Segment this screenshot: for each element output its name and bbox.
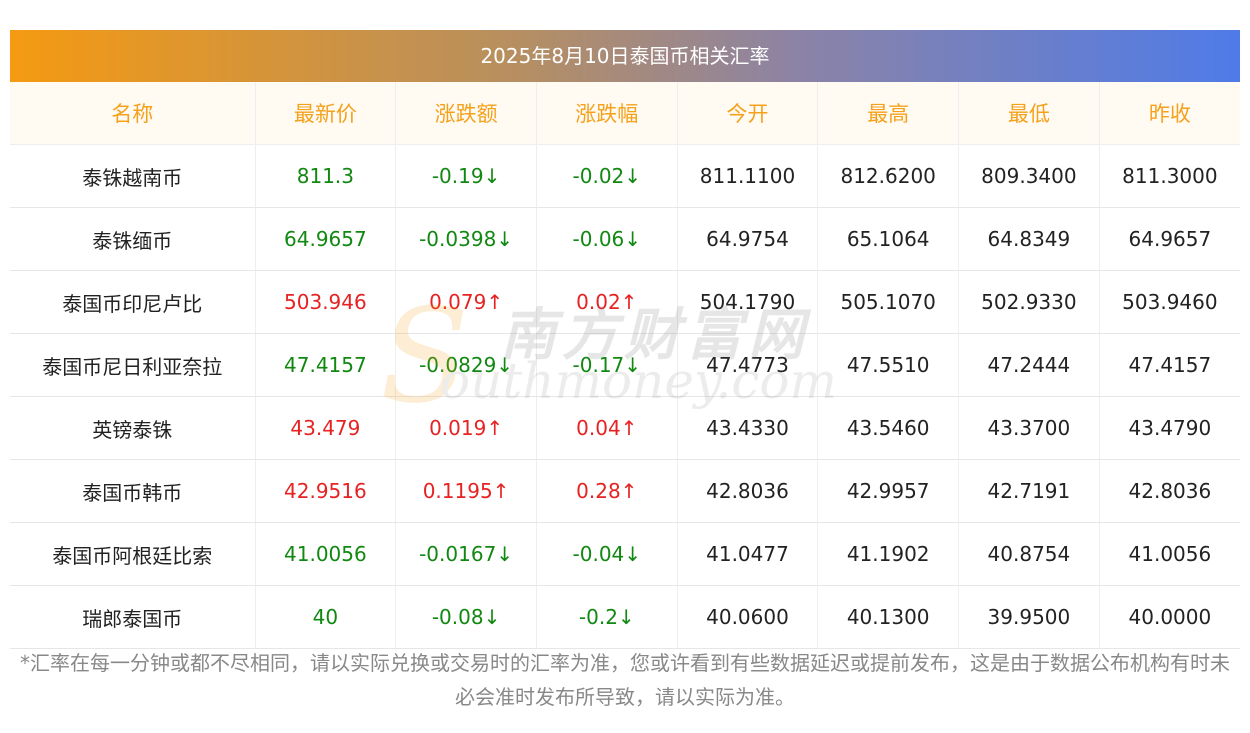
cell-name: 泰铢缅币 xyxy=(10,207,256,271)
cell-name: 泰国币韩币 xyxy=(10,459,256,523)
table-row: 泰国币印尼卢比 503.946 0.079↑ 0.02↑ 504.1790 505.107… xyxy=(10,270,1240,334)
cell-high: 812.6200 xyxy=(817,144,960,208)
table-row: 英镑泰铢 43.479 0.019↑ 0.04↑ 43.4330 43.5460 43.37… xyxy=(10,396,1240,460)
header-latest: 最新价 xyxy=(255,82,397,145)
cell-name: 英镑泰铢 xyxy=(10,396,256,460)
cell-prev-close: 503.9460 xyxy=(1099,270,1240,334)
cell-low: 40.8754 xyxy=(958,522,1100,586)
cell-open: 43.4330 xyxy=(677,396,819,460)
cell-low: 64.8349 xyxy=(958,207,1100,271)
table-row: 泰铢缅币 64.9657 -0.0398↓ -0.06↓ 64.9754 65.1064 6… xyxy=(10,207,1240,271)
cell-high: 43.5460 xyxy=(817,396,960,460)
cell-change-pct: -0.06↓ xyxy=(536,207,678,271)
cell-prev-close: 42.8036 xyxy=(1099,459,1240,523)
cell-low: 43.3700 xyxy=(958,396,1100,460)
cell-change-pct: -0.17↓ xyxy=(536,333,678,397)
cell-change-pct: 0.28↑ xyxy=(536,459,678,523)
cell-prev-close: 811.3000 xyxy=(1099,144,1240,208)
disclaimer-note: *汇率在每一分钟或都不尽相同，请以实际兑换或交易时的汇率为准，您或许看到有些数据… xyxy=(20,651,1230,709)
cell-low: 809.3400 xyxy=(958,144,1100,208)
cell-latest: 811.3 xyxy=(255,144,397,208)
cell-open: 42.8036 xyxy=(677,459,819,523)
table-row: 泰国币韩币 42.9516 0.1195↑ 0.28↑ 42.8036 42.9957 42… xyxy=(10,459,1240,523)
cell-prev-close: 41.0056 xyxy=(1099,522,1240,586)
cell-change: -0.0829↓ xyxy=(395,333,537,397)
cell-open: 40.0600 xyxy=(677,585,819,649)
cell-prev-close: 64.9657 xyxy=(1099,207,1240,271)
cell-change: -0.19↓ xyxy=(395,144,537,208)
cell-change-pct: -0.2↓ xyxy=(536,585,678,649)
header-open: 今开 xyxy=(677,82,819,145)
rates-panel: 2025年8月10日泰国币相关汇率 名称 最新价 涨跌额 涨跌幅 今开 最高 最… xyxy=(10,30,1240,649)
table-row: 泰国币尼日利亚奈拉 47.4157 -0.0829↓ -0.17↓ 47.4773 47.… xyxy=(10,333,1240,397)
cell-high: 505.1070 xyxy=(817,270,960,334)
cell-name: 泰铢越南币 xyxy=(10,144,256,208)
table-row: 瑞郎泰国币 40 -0.08↓ -0.2↓ 40.0600 40.1300 39.9500 4… xyxy=(10,585,1240,649)
cell-open: 47.4773 xyxy=(677,333,819,397)
header-change: 涨跌额 xyxy=(395,82,537,145)
cell-high: 42.9957 xyxy=(817,459,960,523)
header-name: 名称 xyxy=(10,82,256,145)
cell-prev-close: 43.4790 xyxy=(1099,396,1240,460)
cell-low: 39.9500 xyxy=(958,585,1100,649)
cell-change: -0.0167↓ xyxy=(395,522,537,586)
cell-change-pct: 0.02↑ xyxy=(536,270,678,334)
cell-latest: 64.9657 xyxy=(255,207,397,271)
cell-low: 42.7191 xyxy=(958,459,1100,523)
table-row: 泰国币阿根廷比索 41.0056 -0.0167↓ -0.04↓ 41.0477 41.1… xyxy=(10,522,1240,586)
cell-high: 65.1064 xyxy=(817,207,960,271)
cell-change: 0.079↑ xyxy=(395,270,537,334)
cell-change: 0.019↑ xyxy=(395,396,537,460)
cell-name: 泰国币尼日利亚奈拉 xyxy=(10,333,256,397)
cell-high: 40.1300 xyxy=(817,585,960,649)
cell-name: 泰国币印尼卢比 xyxy=(10,270,256,334)
cell-change-pct: -0.04↓ xyxy=(536,522,678,586)
cell-prev-close: 40.0000 xyxy=(1099,585,1240,649)
rates-table: 名称 最新价 涨跌额 涨跌幅 今开 最高 最低 昨收 泰铢越南币 811.3 -0.… xyxy=(10,82,1240,649)
cell-latest: 43.479 xyxy=(255,396,397,460)
cell-change-pct: 0.04↑ xyxy=(536,396,678,460)
cell-open: 64.9754 xyxy=(677,207,819,271)
cell-latest: 41.0056 xyxy=(255,522,397,586)
cell-change: -0.0398↓ xyxy=(395,207,537,271)
cell-low: 47.2444 xyxy=(958,333,1100,397)
cell-high: 41.1902 xyxy=(817,522,960,586)
cell-name: 瑞郎泰国币 xyxy=(10,585,256,649)
cell-prev-close: 47.4157 xyxy=(1099,333,1240,397)
header-change-pct: 涨跌幅 xyxy=(536,82,678,145)
header-high: 最高 xyxy=(817,82,960,145)
cell-change: -0.08↓ xyxy=(395,585,537,649)
cell-latest: 47.4157 xyxy=(255,333,397,397)
cell-change-pct: -0.02↓ xyxy=(536,144,678,208)
cell-latest: 42.9516 xyxy=(255,459,397,523)
cell-name: 泰国币阿根廷比索 xyxy=(10,522,256,586)
cell-latest: 40 xyxy=(255,585,397,649)
cell-open: 811.1100 xyxy=(677,144,819,208)
header-prev-close: 昨收 xyxy=(1099,82,1240,145)
table-header-row: 名称 最新价 涨跌额 涨跌幅 今开 最高 最低 昨收 xyxy=(10,82,1240,145)
cell-open: 504.1790 xyxy=(677,270,819,334)
cell-open: 41.0477 xyxy=(677,522,819,586)
page-title: 2025年8月10日泰国币相关汇率 xyxy=(10,30,1240,82)
cell-latest: 503.946 xyxy=(255,270,397,334)
header-low: 最低 xyxy=(958,82,1100,145)
table-row: 泰铢越南币 811.3 -0.19↓ -0.02↓ 811.1100 812.6200 80… xyxy=(10,144,1240,208)
cell-change: 0.1195↑ xyxy=(395,459,537,523)
cell-low: 502.9330 xyxy=(958,270,1100,334)
cell-high: 47.5510 xyxy=(817,333,960,397)
